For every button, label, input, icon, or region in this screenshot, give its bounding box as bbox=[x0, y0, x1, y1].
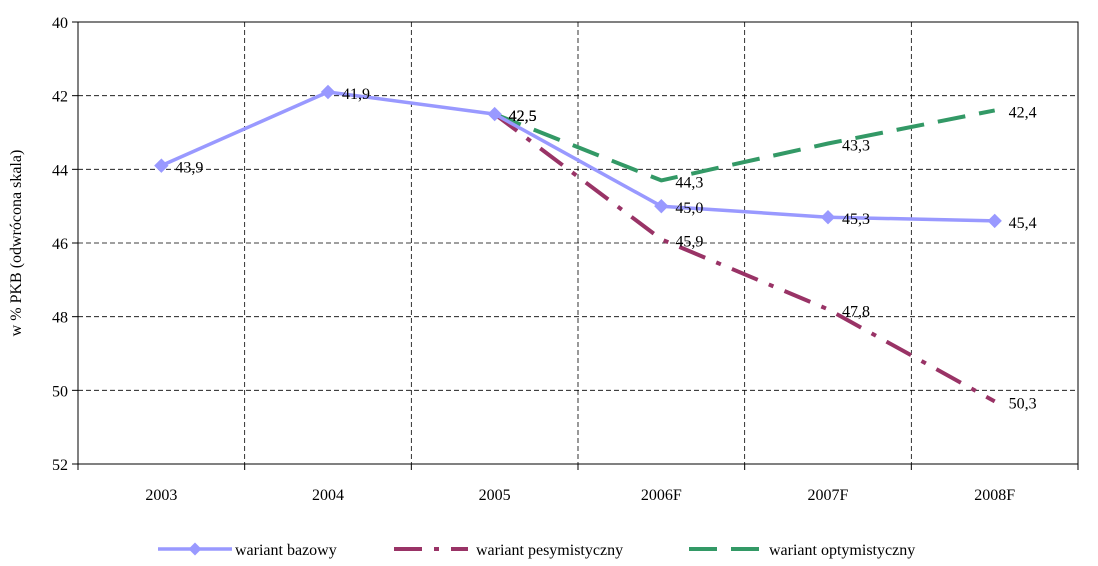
series-layer bbox=[154, 84, 1002, 404]
data-label: 43,9 bbox=[175, 160, 203, 177]
data-label: 45,4 bbox=[1009, 215, 1037, 232]
data-label: 42,5 bbox=[509, 108, 537, 125]
y-tick-label: 42 bbox=[52, 89, 68, 106]
x-tick-label: 2008F bbox=[974, 487, 1015, 504]
x-tick-label: 2003 bbox=[145, 487, 177, 504]
legend-label: wariant optymistyczny bbox=[769, 542, 915, 559]
data-point-marker bbox=[487, 106, 502, 122]
data-label: 45,9 bbox=[675, 233, 703, 250]
data-label: 42,4 bbox=[1009, 104, 1037, 121]
series-line-wariant-optymistyczny bbox=[493, 108, 996, 183]
legend-label: wariant bazowy bbox=[235, 542, 337, 559]
data-label: 42,5 bbox=[509, 108, 537, 125]
y-tick-label: 40 bbox=[52, 15, 68, 32]
data-label: 42,5 bbox=[509, 108, 537, 125]
data-point-marker bbox=[320, 84, 336, 100]
data-point-marker bbox=[154, 158, 169, 173]
data-point-marker bbox=[820, 210, 836, 225]
data-point-marker bbox=[987, 213, 1002, 229]
grid-layer bbox=[78, 22, 1078, 464]
y-axis-title: w % PKB (odwrócona skala) bbox=[8, 150, 25, 337]
data-label: 43,3 bbox=[842, 138, 870, 155]
y-tick-label: 48 bbox=[52, 310, 68, 327]
x-tick-label: 2007F bbox=[808, 487, 849, 504]
legend-label: wariant pesymistyczny bbox=[476, 542, 623, 559]
y-tick-label: 46 bbox=[52, 236, 68, 253]
legend: wariant bazowy wariant pesymistyczny waria… bbox=[158, 542, 915, 559]
data-label: 50,3 bbox=[1009, 395, 1037, 412]
data-label: 45,3 bbox=[842, 211, 870, 228]
x-tick-label: 2005 bbox=[479, 487, 511, 504]
data-label-layer: 43,941,942,545,045,3 45,442,545,947,850,3… bbox=[175, 86, 1036, 412]
x-tick-label: 2006F bbox=[641, 487, 682, 504]
y-tick-label: 50 bbox=[52, 383, 68, 400]
data-label: 41,9 bbox=[342, 86, 370, 103]
y-tick-label: 52 bbox=[52, 457, 68, 474]
series-line-wariant-pesymistyczny bbox=[493, 112, 996, 404]
data-label: 44,3 bbox=[675, 174, 703, 191]
legend-marker bbox=[188, 542, 202, 556]
data-label: 47,8 bbox=[842, 303, 870, 320]
series-line-wariant-bazowy bbox=[160, 90, 995, 223]
data-point-marker bbox=[654, 198, 669, 214]
axis-layer: 40 42 44 46 48 50 52 2003 2004 2005 2006F 2007F 2008… bbox=[52, 15, 1079, 504]
x-tick-label: 2004 bbox=[312, 487, 344, 504]
data-label: 45,0 bbox=[675, 200, 703, 217]
y-tick-label: 44 bbox=[52, 162, 68, 179]
